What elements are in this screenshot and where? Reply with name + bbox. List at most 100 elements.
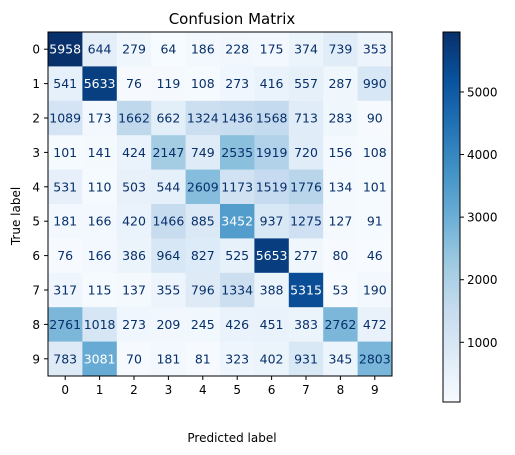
cell-value-label: 279	[122, 42, 146, 57]
x-tick-label: 4	[199, 383, 207, 397]
heatmap-cell	[185, 272, 221, 308]
heatmap-cell	[288, 238, 324, 274]
cell-value-label: 228	[225, 42, 249, 57]
cell-value-label: 644	[88, 42, 112, 57]
heatmap-cell	[48, 66, 83, 102]
cell-value-label: 80	[332, 248, 348, 263]
cell-value-label: 426	[225, 317, 249, 332]
heatmap-cell	[220, 238, 255, 274]
cell-value-label: 186	[191, 42, 215, 57]
colorbar-ticks: 1000 2000 3000 4000 5000	[460, 85, 498, 350]
heatmap-cell	[357, 341, 393, 377]
cell-value-label: 273	[122, 317, 146, 332]
heatmap-cell	[323, 100, 359, 136]
heatmap-cell	[185, 238, 221, 274]
cell-value-label: 937	[260, 214, 284, 229]
cell-value-label: 101	[53, 145, 77, 160]
cell-value-label: 557	[294, 76, 318, 91]
heatmap-cell	[357, 307, 393, 343]
cell-value-label: 76	[126, 76, 142, 91]
cell-value-label: 209	[156, 317, 180, 332]
heatmap-cell	[323, 238, 359, 274]
heatmap-cell	[82, 135, 118, 171]
cell-value-label: 931	[294, 351, 318, 366]
heatmap-cell	[288, 272, 324, 308]
cell-value-label: 173	[88, 111, 112, 126]
y-tick-label: 6	[32, 249, 40, 263]
heatmap-cell	[254, 135, 290, 171]
heatmap-cell	[323, 341, 359, 377]
x-tick-label: 8	[337, 383, 345, 397]
cell-value-label: 283	[328, 111, 352, 126]
cell-value-label: 420	[122, 214, 146, 229]
cell-value-label: 541	[53, 76, 77, 91]
cell-value-label: 277	[294, 248, 318, 263]
cell-value-label: 472	[363, 317, 387, 332]
cell-value-label: 525	[225, 248, 249, 263]
cell-value-label: 720	[294, 145, 318, 160]
heatmap-cell	[82, 66, 118, 102]
heatmap-cell	[116, 32, 152, 67]
cell-value-label: 2147	[152, 145, 184, 160]
cell-value-label: 739	[328, 42, 352, 57]
heatmap-cell	[220, 169, 255, 205]
heatmap-cell	[151, 204, 187, 239]
cell-value-label: 317	[53, 283, 77, 298]
cell-value-label: 713	[294, 111, 318, 126]
y-tick-label: 0	[32, 43, 40, 57]
heatmap-cell	[151, 169, 187, 205]
heatmap-cell	[288, 135, 324, 171]
heatmap-cell	[357, 135, 393, 171]
cell-value-label: 1519	[256, 179, 288, 194]
y-tick-label: 8	[32, 318, 40, 332]
heatmap-cell	[357, 238, 393, 274]
heatmap-cell	[82, 238, 118, 274]
heatmap-cell	[254, 66, 290, 102]
cell-value-label: 1436	[221, 111, 253, 126]
heatmap-cell	[151, 272, 187, 308]
cell-value-label: 108	[191, 76, 215, 91]
heatmap-cell	[288, 32, 324, 67]
heatmap-cell	[288, 169, 324, 205]
cell-value-label: 1466	[152, 214, 184, 229]
heatmap-cell	[116, 204, 152, 239]
y-tick-label: 5	[32, 215, 40, 229]
cell-value-label: 1018	[84, 317, 116, 332]
heatmap-cell	[254, 238, 290, 274]
cell-value-label: 1776	[290, 179, 322, 194]
cell-value-label: 5315	[290, 283, 322, 298]
cell-value-label: 46	[367, 248, 383, 263]
cell-value-label: 451	[260, 317, 284, 332]
colorbar-tick-label: 5000	[467, 85, 498, 99]
cell-value-label: 175	[260, 42, 284, 57]
heatmap-cell	[48, 272, 83, 308]
heatmap-cell	[185, 307, 221, 343]
heatmap-cell	[185, 66, 221, 102]
colorbar-tick-label: 4000	[467, 148, 498, 162]
x-tick-label: 1	[96, 383, 104, 397]
x-tick-label: 9	[371, 383, 379, 397]
heatmap-cell	[323, 135, 359, 171]
chart-title: Confusion Matrix	[169, 10, 296, 28]
cell-value-label: 181	[156, 351, 180, 366]
heatmap-cell	[151, 238, 187, 274]
cell-value-label: 70	[126, 351, 142, 366]
cell-value-label: 1568	[256, 111, 288, 126]
heatmap-cell	[151, 307, 187, 343]
heatmap-cell	[288, 341, 324, 377]
colorbar-tick-label: 3000	[467, 211, 498, 225]
cell-value-label: 53	[332, 283, 348, 298]
heatmap-cell	[185, 135, 221, 171]
x-tick-label: 3	[165, 383, 173, 397]
heatmap-cell	[323, 272, 359, 308]
cell-value-label: 127	[328, 214, 352, 229]
cell-value-label: 64	[160, 42, 176, 57]
x-tick-label: 6	[268, 383, 276, 397]
cell-value-label: 749	[191, 145, 215, 160]
heatmap-cell	[357, 32, 393, 67]
heatmap-cell	[288, 66, 324, 102]
heatmap-cell	[48, 307, 83, 343]
y-axis-ticks: 0 1 2 3 4 5 6 7 8 9	[32, 43, 48, 366]
cell-value-label: 544	[156, 179, 180, 194]
cell-value-label: 134	[328, 179, 352, 194]
